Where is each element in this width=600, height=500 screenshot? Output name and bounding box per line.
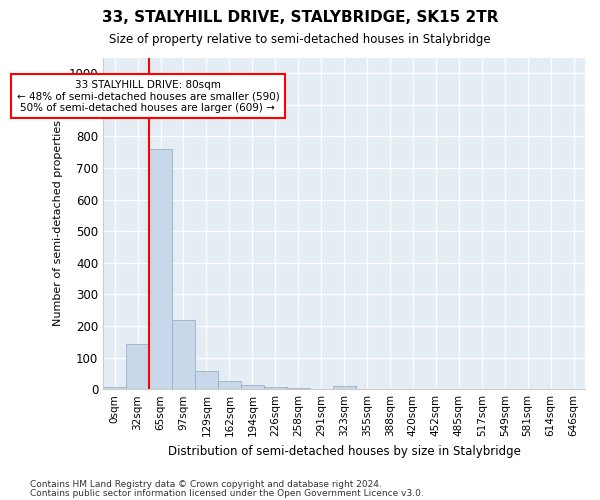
X-axis label: Distribution of semi-detached houses by size in Stalybridge: Distribution of semi-detached houses by … (167, 444, 521, 458)
Bar (149, 149, 172, 389)
Bar (218, 380, 241, 389)
Bar (195, 371, 218, 389)
Text: Contains HM Land Registry data © Crown copyright and database right 2024.: Contains HM Land Registry data © Crown c… (30, 480, 382, 489)
Text: Contains public sector information licensed under the Open Government Licence v3: Contains public sector information licen… (30, 489, 424, 498)
Text: Size of property relative to semi-detached houses in Stalybridge: Size of property relative to semi-detach… (109, 32, 491, 46)
Bar (241, 385, 264, 389)
Bar (103, 386, 126, 389)
Bar (287, 388, 310, 389)
Text: 33 STALYHILL DRIVE: 80sqm
← 48% of semi-detached houses are smaller (590)
50% of: 33 STALYHILL DRIVE: 80sqm ← 48% of semi-… (17, 80, 280, 113)
Bar (126, 344, 149, 389)
Bar (172, 320, 195, 389)
Bar (332, 386, 356, 389)
Text: 33, STALYHILL DRIVE, STALYBRIDGE, SK15 2TR: 33, STALYHILL DRIVE, STALYBRIDGE, SK15 2… (102, 10, 498, 25)
Y-axis label: Number of semi-detached properties: Number of semi-detached properties (53, 120, 63, 326)
Bar (264, 388, 287, 389)
